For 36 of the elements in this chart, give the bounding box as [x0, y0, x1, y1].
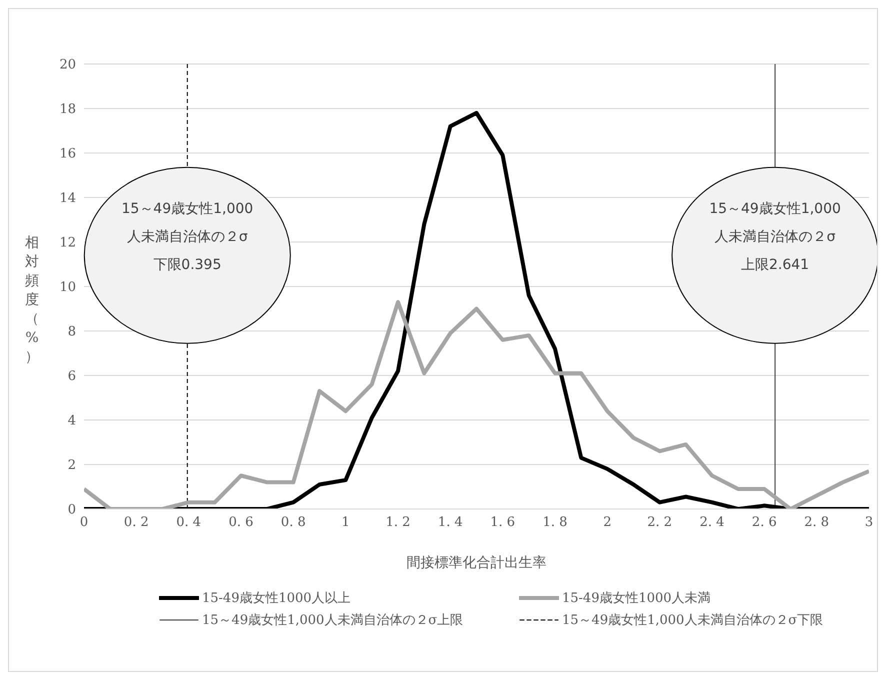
y-tick-label: 10: [59, 280, 76, 296]
y-tick-label: 12: [59, 236, 76, 251]
line-series: [84, 300, 869, 509]
y-tick-label: 4: [68, 414, 76, 429]
legend-label: 15～49歳女性1,000人未満自治体の２σ下限: [562, 612, 824, 629]
x-tick-label: 2. 6: [752, 515, 777, 530]
x-tick-label: 2: [603, 515, 612, 530]
y-tick-label: 8: [68, 324, 76, 340]
x-tick-label: 0. 2: [124, 515, 149, 530]
x-tick-label: 0. 4: [176, 515, 202, 530]
x-tick-label: 0. 6: [228, 515, 254, 530]
x-tick-label: 2. 8: [804, 515, 830, 530]
y-tick-label: 6: [68, 369, 76, 384]
y-tick-label: 2: [68, 458, 76, 474]
x-tick-label: 1. 2: [386, 515, 410, 530]
x-tick-label: 1. 6: [490, 515, 516, 530]
legend-label: 15-49歳女性1000人以上: [202, 590, 351, 607]
x-tick-label: 0. 8: [280, 515, 306, 530]
x-tick-label: 2. 2: [647, 515, 672, 530]
x-tick-label: 2. 4: [700, 515, 724, 530]
y-tick-label: 18: [59, 102, 76, 118]
x-tick-label: 3: [864, 515, 874, 530]
legend-label: 15-49歳女性1000人未満: [562, 590, 711, 607]
x-tick-label: 1. 4: [438, 515, 463, 530]
y-tick-label: 20: [59, 58, 76, 73]
annotation: 15～49歳女性1,000人未満自治体の２σ下限0.395: [121, 200, 254, 276]
legend-label: 15～49歳女性1,000人未満自治体の２σ上限: [202, 612, 464, 629]
x-tick-label: 1: [342, 515, 350, 530]
y-tick-label: 16: [59, 146, 76, 162]
x-tick-label: 0: [80, 515, 88, 530]
x-axis-title: 間接標準化合計出生率: [406, 555, 546, 571]
x-tick-label: 1. 8: [542, 515, 568, 530]
y-axis-title: 相対頻度（%）: [24, 234, 40, 367]
y-tick-label: 0: [68, 502, 76, 518]
y-tick-label: 14: [59, 191, 76, 206]
annotation: 15～49歳女性1,000人未満自治体の２σ上限2.641: [709, 200, 842, 276]
